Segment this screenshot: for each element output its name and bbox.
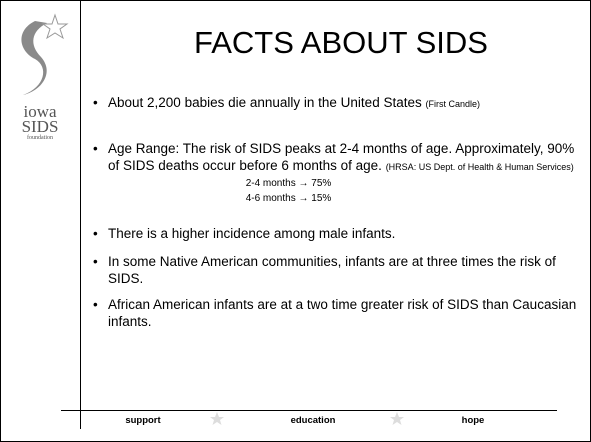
logo-name: iowa SIDS [9, 102, 71, 136]
source: (First Candle) [425, 99, 481, 109]
sub-item: 4-6 months → 15% [245, 193, 332, 204]
divider [80, 1, 81, 429]
bullet: • African American infants are at a two t… [93, 296, 579, 330]
footer-word: hope [461, 415, 485, 426]
logo-word: SIDS [21, 117, 59, 136]
bullet-dot: • [93, 141, 98, 156]
bullet-text: About 2,200 babies die annually in the U… [108, 95, 422, 110]
logo-tagline: foundation [27, 135, 53, 141]
source: (HRSA: US Dept. of Health & Human Servic… [385, 162, 574, 172]
logo-word: iowa [23, 102, 57, 121]
footer-star [210, 412, 224, 425]
bullet-text: There is a higher incidence among male i… [108, 226, 396, 241]
bullet-text: African American infants are at a two ti… [108, 296, 579, 330]
bullet: • There is a higher incidence among male … [93, 225, 579, 242]
bullet-text: There is a higher incidence among male i… [108, 225, 579, 242]
divider [61, 410, 557, 411]
bullet: • In some Native American communities, in… [93, 253, 579, 287]
bullet-text: Age Range: The risk of SIDS peaks at 2-4… [108, 140, 579, 206]
bullet-dot: • [93, 95, 98, 110]
footer-word: education [290, 415, 336, 426]
bullet-text: About 2,200 babies die annually in the U… [108, 94, 579, 113]
bullet-dot: • [93, 226, 98, 241]
bullet-dot: • [93, 297, 98, 312]
footer-star [390, 412, 404, 425]
sub-item: 2-4 months → 75% [245, 178, 332, 189]
bullet-text: In some Native American communities, inf… [108, 254, 556, 286]
bullet-dot: • [93, 254, 98, 269]
bullet: • About 2,200 babies die annually in the … [93, 94, 579, 113]
bullet-text: African American infants are at a two ti… [108, 297, 577, 329]
bullet-text: Age Range: The risk of SIDS peaks at 2-4… [108, 141, 575, 173]
logo-graphic [21, 13, 69, 95]
slide-title: FACTS ABOUT SIDS [193, 25, 488, 60]
footer-word: support [125, 415, 161, 426]
bullet: • Age Range: The risk of SIDS peaks at 2-… [93, 140, 579, 206]
bullet-text: In some Native American communities, inf… [108, 253, 579, 287]
